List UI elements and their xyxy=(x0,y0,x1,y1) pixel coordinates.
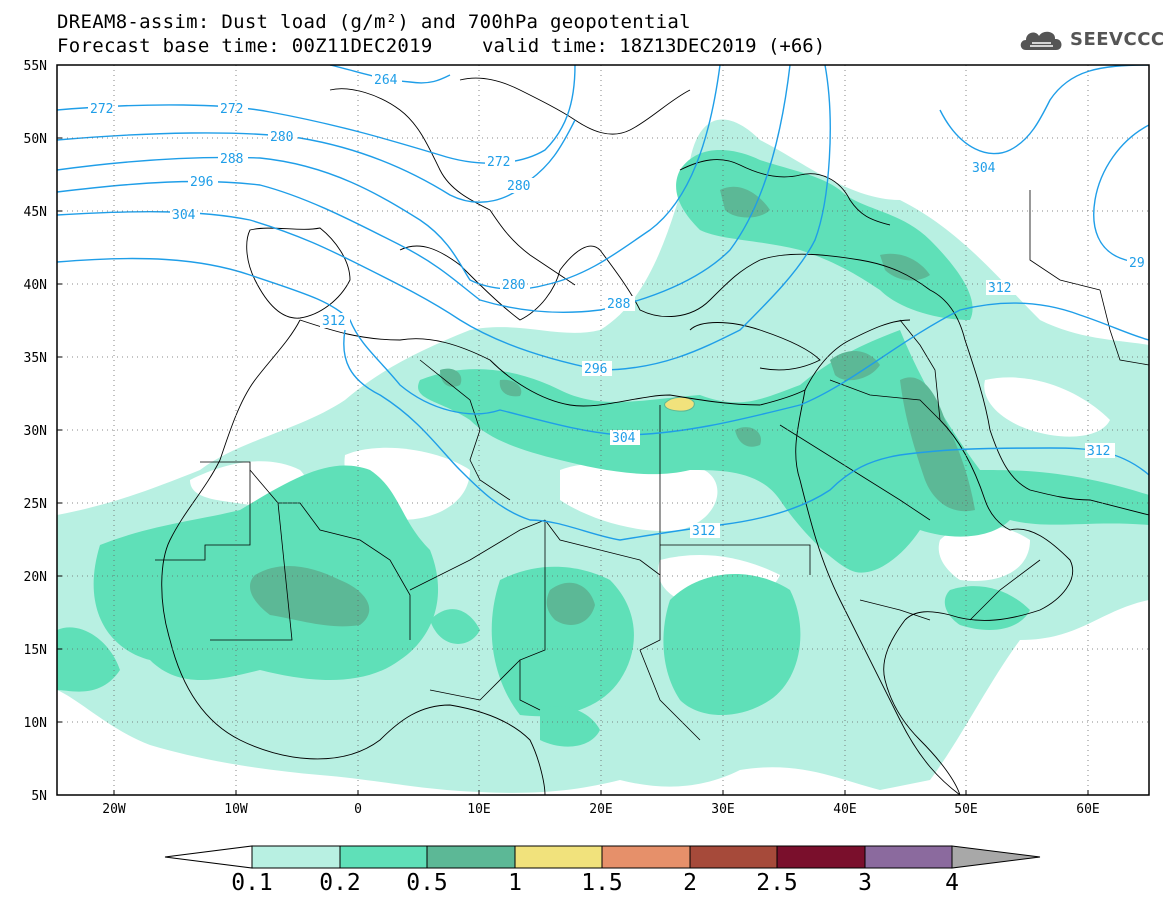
colorbar-high-triangle xyxy=(951,845,1041,869)
contour-label: 288 xyxy=(218,151,248,167)
map-title: DREAM8-assim: Dust load (g/m²) and 700hP… xyxy=(57,11,691,33)
svg-text:312: 312 xyxy=(692,524,715,539)
colorbar-label: 0.5 xyxy=(406,870,448,896)
svg-text:296: 296 xyxy=(190,175,213,190)
colorbar-label: 3 xyxy=(858,870,872,896)
lat-label: 30N xyxy=(24,424,47,439)
svg-text:264: 264 xyxy=(374,73,398,88)
svg-text:280: 280 xyxy=(507,179,530,194)
contour-label: 312 xyxy=(690,523,720,539)
colorbar-label: 0.1 xyxy=(231,870,273,896)
contour-label: 280 xyxy=(268,129,298,145)
dust-dark-areas xyxy=(250,186,975,627)
contour-label: 272 xyxy=(485,154,515,170)
contour-label: 280 xyxy=(500,277,530,293)
lat-label: 25N xyxy=(24,497,47,512)
contour-label: 264 xyxy=(372,72,402,88)
colorbar-bin xyxy=(251,845,341,869)
colorbar-bin xyxy=(426,845,516,869)
colorbar xyxy=(164,845,1041,869)
contour-labels: 264 272 272 280 272 288 296 304 312 280 … xyxy=(88,72,1149,539)
lon-label: 10E xyxy=(467,802,490,817)
forecast-base-time: Forecast base time: 00Z11DEC2019 xyxy=(57,35,433,57)
lat-label: 40N xyxy=(24,278,47,293)
valid-time: valid time: 18Z13DEC2019 (+66) xyxy=(482,35,826,57)
lon-label: 30E xyxy=(711,802,734,817)
colorbar-bin xyxy=(514,845,603,869)
contour-label: 296 xyxy=(582,361,612,377)
contour-label: 304 xyxy=(610,430,640,446)
svg-text:280: 280 xyxy=(270,130,293,145)
colorbar-bin xyxy=(864,845,953,869)
lon-label: 40E xyxy=(833,802,856,817)
svg-text:304: 304 xyxy=(172,208,196,223)
colorbar-low-triangle xyxy=(164,845,253,869)
lon-label: 20E xyxy=(589,802,612,817)
lat-label: 20N xyxy=(24,570,47,585)
lat-label: 35N xyxy=(24,351,47,366)
axis-ticks xyxy=(57,64,1089,796)
colorbar-label: 2 xyxy=(683,870,697,896)
lon-label: 10W xyxy=(224,802,248,817)
colorbar-label: 1.5 xyxy=(581,870,623,896)
contour-label: 304 xyxy=(170,207,200,223)
cloud-icon xyxy=(1020,31,1062,50)
svg-text:29: 29 xyxy=(1129,256,1145,271)
colorbar-bin xyxy=(339,845,428,869)
colorbar-label: 2.5 xyxy=(756,870,798,896)
svg-text:272: 272 xyxy=(220,102,243,117)
svg-text:312: 312 xyxy=(322,314,345,329)
svg-text:312: 312 xyxy=(988,281,1011,296)
colorbar-bin xyxy=(601,845,691,869)
lon-label: 20W xyxy=(102,802,126,817)
contour-label: 304 xyxy=(970,160,1000,176)
contour-label: 272 xyxy=(218,101,248,117)
latitude-labels: 55N 50N 45N 40N 35N 30N 25N 20N 15N 10N … xyxy=(24,59,47,804)
contour-label: 272 xyxy=(88,101,118,117)
contour-label: 312 xyxy=(320,313,350,329)
lat-label: 50N xyxy=(24,132,47,147)
svg-text:288: 288 xyxy=(607,297,630,312)
lat-label: 5N xyxy=(31,789,47,804)
contour-label: 280 xyxy=(505,178,535,194)
svg-text:304: 304 xyxy=(612,431,636,446)
country-borders xyxy=(155,190,1149,741)
svg-text:280: 280 xyxy=(502,278,525,293)
svg-text:288: 288 xyxy=(220,152,243,167)
contour-label: 312 xyxy=(986,280,1016,296)
svg-text:296: 296 xyxy=(584,362,607,377)
svg-text:312: 312 xyxy=(1087,444,1110,459)
svg-text:272: 272 xyxy=(90,102,113,117)
geopotential-contours xyxy=(57,65,1149,541)
colorbar-bin xyxy=(689,845,778,869)
dust-yellow-area xyxy=(664,396,695,412)
contour-label: 296 xyxy=(188,174,218,190)
graticule xyxy=(57,65,1149,795)
colorbar-label: 4 xyxy=(945,870,959,896)
lat-label: 45N xyxy=(24,205,47,220)
svg-text:272: 272 xyxy=(487,155,510,170)
lon-label: 60E xyxy=(1076,802,1099,817)
longitude-labels: 20W 10W 0 10E 20E 30E 40E 50E 60E xyxy=(102,802,1099,817)
colorbar-bin xyxy=(776,845,866,869)
lat-label: 10N xyxy=(24,716,47,731)
lat-label: 55N xyxy=(24,59,47,74)
contour-label: 312 xyxy=(1085,443,1115,459)
colorbar-label: 0.2 xyxy=(319,870,361,896)
lon-label: 0 xyxy=(354,802,362,817)
contour-label: 288 xyxy=(605,296,635,312)
svg-text:304: 304 xyxy=(972,161,996,176)
lon-label: 50E xyxy=(954,802,977,817)
contour-label: 29 xyxy=(1127,255,1149,271)
seevccc-logo: SEEVCCC xyxy=(1018,26,1165,52)
logo-text: SEEVCCC xyxy=(1070,28,1165,50)
colorbar-label: 1 xyxy=(508,870,522,896)
lat-label: 15N xyxy=(24,643,47,658)
